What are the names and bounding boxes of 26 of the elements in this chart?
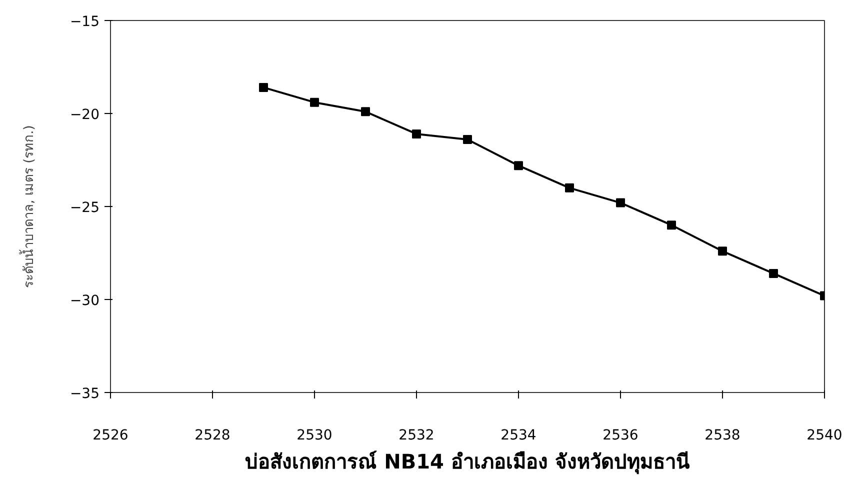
point xyxy=(310,98,319,107)
point xyxy=(412,129,421,138)
y-tick-label: −35 xyxy=(70,386,100,402)
point xyxy=(667,220,676,230)
point xyxy=(259,82,268,92)
y-tick-label: −20 xyxy=(70,107,100,123)
point xyxy=(769,268,778,278)
y-tick-label: −25 xyxy=(70,200,100,216)
x-tick-label: 2534 xyxy=(500,428,536,444)
point xyxy=(565,183,574,192)
y-axis-title: ระดับน้ำบาดาล, เมตร (รทก.) xyxy=(18,125,37,288)
x-tick-label: 2540 xyxy=(806,428,842,444)
point xyxy=(616,198,625,208)
x-tick-label: 2526 xyxy=(92,428,128,444)
point xyxy=(718,246,727,256)
y-tick-label: −30 xyxy=(70,293,100,309)
point xyxy=(514,161,523,170)
x-tick-label: 2528 xyxy=(194,428,230,444)
x-tick-label: 2538 xyxy=(704,428,740,444)
point xyxy=(463,135,472,144)
point xyxy=(361,107,370,116)
x-tick-label: 2532 xyxy=(398,428,434,444)
y-tick-label: −15 xyxy=(70,14,100,30)
x-tick-label: 2530 xyxy=(296,428,332,444)
x-tick-label: 2536 xyxy=(602,428,638,444)
text: บ่อสังเกตการณ์ NB14 อำเภอเมือง จังหวัดปทุมธานี xyxy=(245,450,690,474)
